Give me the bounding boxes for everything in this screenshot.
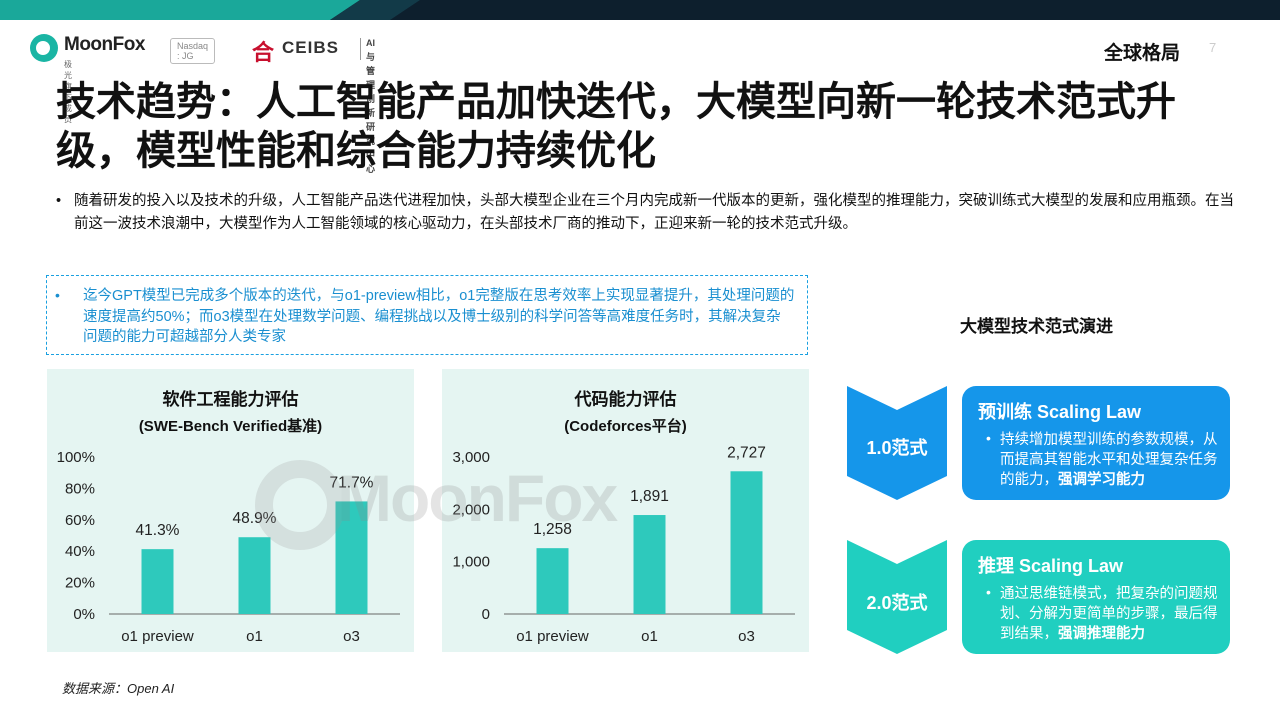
moonfox-logo-icon (30, 34, 58, 62)
data-label: 2,727 (727, 444, 766, 461)
y-tick-label: 80% (65, 480, 95, 497)
ceibs-sub: AI与管理创新 研究中心 (366, 36, 375, 176)
logo-divider (360, 38, 361, 60)
data-label: 1,258 (533, 521, 572, 538)
watermark-logo-icon (255, 460, 345, 550)
page-title: 技术趋势：人工智能产品加快迭代，大模型向新一轮技术范式升级，模型性能和综合能力持… (56, 80, 1176, 173)
y-tick-label: 100% (57, 449, 95, 466)
top-banner (0, 0, 1280, 20)
x-tick-label: o1 preview (516, 628, 589, 645)
data-label: 1,891 (630, 488, 669, 505)
chart-subtitle: (SWE-Bench Verified基准) (138, 418, 323, 435)
y-tick-label: 3,000 (452, 449, 490, 466)
x-tick-label: o1 (246, 628, 263, 645)
ceibs-sub-line1: AI与管理创新 (366, 38, 376, 118)
nasdaq-badge: Nasdaq : JG (170, 38, 216, 64)
bar-chart-codeforces: 0 1,000 2,000 3,000 1,258 o1 preview 1,891 o1 2,… (452, 444, 795, 645)
section-title: 全球格局 (1104, 43, 1181, 64)
y-tick-label: 0% (73, 606, 95, 623)
chart-title: 代码能力评估 (574, 390, 677, 409)
moonfox-brand: MoonFox (64, 34, 145, 55)
y-tick-label: 20% (65, 575, 95, 592)
stage-2-emphasis: 强调推理能力 (1058, 626, 1145, 642)
stage-2-body: 通过思维链模式，把复杂的问题规划、分解为更简单的步骤，最后得到结果，强调推理能力 (1000, 584, 1230, 644)
y-tick-label: 40% (65, 543, 95, 560)
y-tick-label: 2,000 (452, 501, 490, 518)
bullet-icon: • (986, 430, 991, 446)
chart-subtitle: (Codeforces平台) (564, 418, 687, 435)
y-tick-label: 1,000 (452, 554, 490, 571)
bar (730, 471, 763, 614)
y-tick-label: 60% (65, 512, 95, 529)
ceibs-logo-icon: 合 (252, 40, 275, 65)
bar (536, 548, 569, 614)
chart-panel-swe: 软件工程能力评估 (SWE-Bench Verified基准) 0% 20% 40%… (47, 369, 414, 652)
x-tick-label: o3 (343, 628, 360, 645)
stage-1-label: 1.0范式 (866, 438, 928, 458)
stage-1-emphasis: 强调学习能力 (1058, 472, 1145, 488)
page-number: 7 (1209, 40, 1217, 55)
bar (141, 549, 174, 614)
callout-bullet-icon: • (55, 287, 60, 303)
stage-1-card: 预训练 Scaling Law • 持续增加模型训练的参数规模，从而提高其智能水… (962, 386, 1230, 500)
bar (633, 515, 666, 614)
y-tick-label: 0 (482, 606, 490, 623)
callout-text: 迄今GPT模型已完成多个版本的迭代，与o1-preview相比，o1完整版在思考… (83, 288, 795, 345)
bar-chart-swe: 0%20%40%60%80%100%41.3%o1 preview48.9%o1… (57, 449, 400, 645)
bar (238, 537, 271, 614)
moonfox-brand-sub: 极光旗下成员 (64, 60, 74, 124)
intro-bullet: 随着研发的投入以及技术的升级，人工智能产品迭代进程加快，头部大模型企业在三个月内… (56, 190, 1244, 236)
chevron-2-icon (847, 540, 947, 654)
stage-2-card: 推理 Scaling Law • 通过思维链模式，把复杂的问题规划、分解为更简单… (962, 540, 1230, 654)
data-label: 41.3% (136, 522, 180, 539)
x-tick-label: o1 preview (121, 628, 194, 645)
stage-2-label: 2.0范式 (866, 593, 928, 613)
bullet-icon: • (986, 584, 991, 600)
stage-2-title: 推理 Scaling Law (978, 556, 1124, 576)
chevron-1-icon (847, 386, 947, 500)
watermark-text: MoonFox (337, 461, 618, 535)
watermark: MoonFox (255, 452, 675, 562)
data-source: 数据来源：Open AI (62, 681, 175, 696)
x-tick-label: o3 (738, 628, 755, 645)
chart-title: 软件工程能力评估 (162, 390, 299, 409)
x-tick-label: o1 (641, 628, 658, 645)
top-banner-graphic (0, 0, 1280, 20)
paradigm-heading: 大模型技术范式演进 (960, 317, 1113, 336)
ceibs-brand: CEIBS (282, 38, 339, 57)
stage-1-body: 持续增加模型训练的参数规模，从而提高其智能水平和处理复杂任务的能力，强调学习能力 (1000, 430, 1230, 490)
callout-box: • 迄今GPT模型已完成多个版本的迭代，与o1-preview相比，o1完整版在… (46, 275, 808, 355)
stage-2-body-text: 通过思维链模式，把复杂的问题规划、分解为更简单的步骤，最后得到结果， (1000, 586, 1218, 642)
ceibs-sub-line2: 研究中心 (366, 122, 376, 174)
stage-1-title: 预训练 Scaling Law (978, 402, 1142, 422)
stage-1-body-text: 持续增加模型训练的参数规模，从而提高其智能水平和处理复杂任务的能力， (1000, 432, 1218, 488)
chart-panel-codeforces: 代码能力评估 (Codeforces平台) 0 1,000 2,000 3,000 1,… (442, 369, 809, 652)
